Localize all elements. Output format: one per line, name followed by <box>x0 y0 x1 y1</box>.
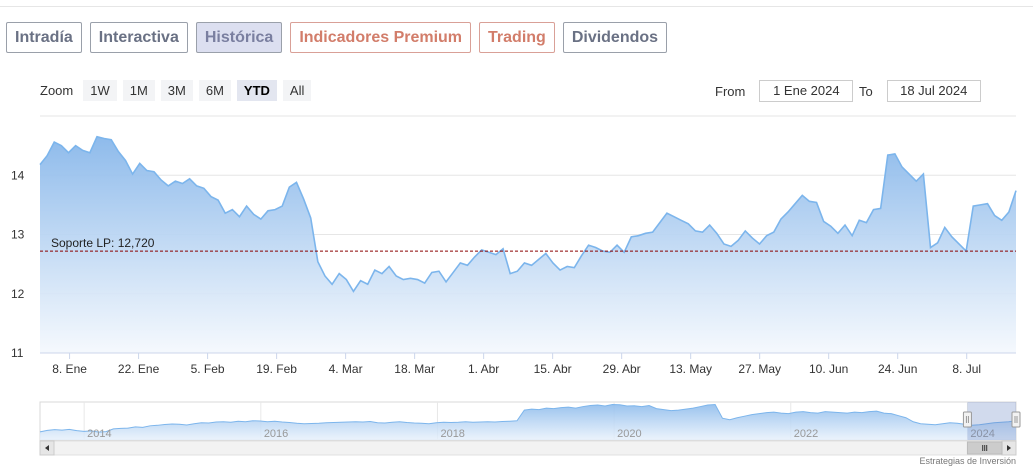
x-tick-label: 22. Ene <box>118 362 160 376</box>
to-date-group: To 18 Jul 2024 <box>859 80 981 102</box>
from-date-input[interactable]: 1 Ene 2024 <box>759 80 854 102</box>
scroll-left-arrow-icon <box>45 445 49 451</box>
navigator-year-label: 2018 <box>440 428 464 440</box>
x-tick-label: 19. Feb <box>256 362 297 376</box>
zoom-ytd-button[interactable]: YTD <box>236 80 277 101</box>
x-tick-label: 10. Jun <box>809 362 848 376</box>
y-tick-label: 12 <box>11 287 25 301</box>
scroll-right-arrow-icon <box>1007 445 1011 451</box>
tab-historica[interactable]: Histórica <box>195 22 283 53</box>
x-tick-label: 29. Abr <box>603 362 641 376</box>
x-tick-label: 27. May <box>738 362 781 376</box>
x-tick-label: 1. Abr <box>468 362 499 376</box>
zoom-6m-button[interactable]: 6M <box>198 80 231 101</box>
x-tick-label: 4. Mar <box>329 362 363 376</box>
x-tick-label: 8. Ene <box>52 362 87 376</box>
navigator-left-handle[interactable] <box>962 411 972 428</box>
x-tick-label: 5. Feb <box>191 362 225 376</box>
to-date-input[interactable]: 18 Jul 2024 <box>886 80 981 102</box>
to-label: To <box>859 83 873 99</box>
tab-indicadores-premium[interactable]: Indicadores Premium <box>290 22 472 53</box>
navigator-area <box>40 404 1016 440</box>
tab-intradia[interactable]: Intradía <box>6 22 82 53</box>
from-date-group: From 1 Ene 2024 <box>715 80 854 102</box>
tab-trading[interactable]: Trading <box>479 22 555 53</box>
zoom-3m-button[interactable]: 3M <box>160 80 193 101</box>
y-tick-label: 13 <box>11 228 25 242</box>
x-tick-label: 15. Abr <box>534 362 572 376</box>
tab-dividendos[interactable]: Dividendos <box>562 22 668 53</box>
credit-link[interactable]: Estrategias de Inversión <box>919 456 1016 466</box>
price-line <box>39 135 1017 293</box>
navigator-selected-range[interactable] <box>967 402 1016 440</box>
x-tick-label: 18. Mar <box>394 362 435 376</box>
navigator-line <box>39 404 1017 433</box>
navigator-year-label: 2024 <box>970 428 994 440</box>
x-tick-label: 8. Jul <box>952 362 981 376</box>
navigator-year-label: 2022 <box>794 428 818 440</box>
tab-interactiva[interactable]: Interactiva <box>89 22 188 53</box>
x-tick-label: 24. Jun <box>878 362 917 376</box>
zoom-selector: Zoom 1W 1M 3M 6M YTD All <box>40 80 312 101</box>
from-label: From <box>715 83 746 99</box>
zoom-1m-button[interactable]: 1M <box>122 80 155 101</box>
top-divider <box>0 6 1033 7</box>
support-label: Soporte LP: 12,720 <box>51 236 155 250</box>
navigator-year-label: 2020 <box>617 428 641 440</box>
navigator-year-label: 2016 <box>264 428 288 440</box>
y-tick-label: 11 <box>11 346 24 360</box>
x-tick-label: 13. May <box>669 362 712 376</box>
y-tick-label: 14 <box>11 168 25 182</box>
navigator-year-label: 2014 <box>87 428 111 440</box>
navigator-right-handle[interactable] <box>1011 411 1021 428</box>
zoom-label: Zoom <box>40 83 74 98</box>
zoom-all-button[interactable]: All <box>282 80 312 101</box>
view-tabs: Intradía Interactiva Histórica Indicador… <box>6 22 668 53</box>
navigator-scrollbar-track[interactable] <box>39 440 1017 456</box>
zoom-1w-button[interactable]: 1W <box>83 80 117 101</box>
price-area <box>40 136 1016 353</box>
